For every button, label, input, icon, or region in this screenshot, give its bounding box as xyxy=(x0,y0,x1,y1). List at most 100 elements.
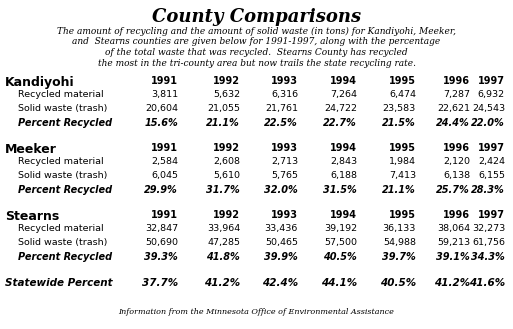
Text: 24.4%: 24.4% xyxy=(436,118,470,128)
Text: 23,583: 23,583 xyxy=(383,104,416,113)
Text: 6,045: 6,045 xyxy=(151,171,178,180)
Text: and  Stearns counties are given below for 1991-1997, along with the percentage: and Stearns counties are given below for… xyxy=(72,38,441,46)
Text: 41.2%: 41.2% xyxy=(204,278,240,288)
Text: 5,632: 5,632 xyxy=(213,90,240,99)
Text: 22.5%: 22.5% xyxy=(264,118,298,128)
Text: 6,155: 6,155 xyxy=(478,171,505,180)
Text: 2,120: 2,120 xyxy=(443,157,470,166)
Text: 20,604: 20,604 xyxy=(145,104,178,113)
Text: Recycled material: Recycled material xyxy=(18,157,104,166)
Text: 21.1%: 21.1% xyxy=(382,185,416,195)
Text: 22.7%: 22.7% xyxy=(323,118,357,128)
Text: 15.6%: 15.6% xyxy=(144,118,178,128)
Text: 7,287: 7,287 xyxy=(443,90,470,99)
Text: 33,964: 33,964 xyxy=(207,224,240,233)
Text: 1996: 1996 xyxy=(443,210,470,220)
Text: Recycled material: Recycled material xyxy=(18,224,104,233)
Text: 6,138: 6,138 xyxy=(443,171,470,180)
Text: 57,500: 57,500 xyxy=(324,238,357,247)
Text: 32,273: 32,273 xyxy=(472,224,505,233)
Text: 41.2%: 41.2% xyxy=(434,278,470,288)
Text: 1991: 1991 xyxy=(151,210,178,220)
Text: Kandiyohi: Kandiyohi xyxy=(5,76,74,89)
Text: 21,055: 21,055 xyxy=(207,104,240,113)
Text: 1993: 1993 xyxy=(271,143,298,153)
Text: Recycled material: Recycled material xyxy=(18,90,104,99)
Text: 1995: 1995 xyxy=(389,76,416,86)
Text: 1994: 1994 xyxy=(330,76,357,86)
Text: The amount of recycling and the amount of solid waste (in tons) for Kandiyohi, M: The amount of recycling and the amount o… xyxy=(57,27,456,36)
Text: 42.4%: 42.4% xyxy=(262,278,298,288)
Text: 47,285: 47,285 xyxy=(207,238,240,247)
Text: 1992: 1992 xyxy=(213,76,240,86)
Text: 37.7%: 37.7% xyxy=(142,278,178,288)
Text: 1995: 1995 xyxy=(389,210,416,220)
Text: 25.7%: 25.7% xyxy=(436,185,470,195)
Text: 41.8%: 41.8% xyxy=(206,252,240,262)
Text: 1992: 1992 xyxy=(213,210,240,220)
Text: 24,722: 24,722 xyxy=(324,104,357,113)
Text: 6,474: 6,474 xyxy=(389,90,416,99)
Text: Meeker: Meeker xyxy=(5,143,57,156)
Text: 39.9%: 39.9% xyxy=(264,252,298,262)
Text: 1993: 1993 xyxy=(271,210,298,220)
Text: Percent Recycled: Percent Recycled xyxy=(18,118,112,128)
Text: the most in the tri-county area but now trails the state recycling rate.: the most in the tri-county area but now … xyxy=(97,59,416,67)
Text: 1997: 1997 xyxy=(478,76,505,86)
Text: 2,424: 2,424 xyxy=(478,157,505,166)
Text: 39.3%: 39.3% xyxy=(144,252,178,262)
Text: 1992: 1992 xyxy=(213,143,240,153)
Text: 39.7%: 39.7% xyxy=(382,252,416,262)
Text: 50,465: 50,465 xyxy=(265,238,298,247)
Text: 29.9%: 29.9% xyxy=(144,185,178,195)
Text: Information from the Minnesota Office of Environmental Assistance: Information from the Minnesota Office of… xyxy=(119,308,394,316)
Text: 32.0%: 32.0% xyxy=(264,185,298,195)
Text: 54,988: 54,988 xyxy=(383,238,416,247)
Text: 33,436: 33,436 xyxy=(265,224,298,233)
Text: 32,847: 32,847 xyxy=(145,224,178,233)
Text: 2,843: 2,843 xyxy=(330,157,357,166)
Text: 1995: 1995 xyxy=(389,143,416,153)
Text: 31.5%: 31.5% xyxy=(323,185,357,195)
Text: 2,713: 2,713 xyxy=(271,157,298,166)
Text: 22,621: 22,621 xyxy=(437,104,470,113)
Text: 6,316: 6,316 xyxy=(271,90,298,99)
Text: 2,608: 2,608 xyxy=(213,157,240,166)
Text: County Comparisons: County Comparisons xyxy=(152,8,361,26)
Text: Solid waste (trash): Solid waste (trash) xyxy=(18,171,107,180)
Text: 6,188: 6,188 xyxy=(330,171,357,180)
Text: 1997: 1997 xyxy=(478,210,505,220)
Text: Percent Recycled: Percent Recycled xyxy=(18,185,112,195)
Text: 50,690: 50,690 xyxy=(145,238,178,247)
Text: 40.5%: 40.5% xyxy=(380,278,416,288)
Text: 6,932: 6,932 xyxy=(478,90,505,99)
Text: 36,133: 36,133 xyxy=(383,224,416,233)
Text: 7,413: 7,413 xyxy=(389,171,416,180)
Text: 1993: 1993 xyxy=(271,76,298,86)
Text: 2,584: 2,584 xyxy=(151,157,178,166)
Text: of the total waste that was recycled.  Stearns County has recycled: of the total waste that was recycled. St… xyxy=(105,48,408,57)
Text: 1994: 1994 xyxy=(330,143,357,153)
Text: 22.0%: 22.0% xyxy=(471,118,505,128)
Text: 21.5%: 21.5% xyxy=(382,118,416,128)
Text: 21.1%: 21.1% xyxy=(206,118,240,128)
Text: 24,543: 24,543 xyxy=(472,104,505,113)
Text: 40.5%: 40.5% xyxy=(323,252,357,262)
Text: 5,610: 5,610 xyxy=(213,171,240,180)
Text: 59,213: 59,213 xyxy=(437,238,470,247)
Text: 28.3%: 28.3% xyxy=(471,185,505,195)
Text: 44.1%: 44.1% xyxy=(321,278,357,288)
Text: 34.3%: 34.3% xyxy=(471,252,505,262)
Text: Statewide Percent: Statewide Percent xyxy=(5,278,113,288)
Text: 1996: 1996 xyxy=(443,143,470,153)
Text: 21,761: 21,761 xyxy=(265,104,298,113)
Text: Percent Recycled: Percent Recycled xyxy=(18,252,112,262)
Text: 1997: 1997 xyxy=(478,143,505,153)
Text: 38,064: 38,064 xyxy=(437,224,470,233)
Text: 7,264: 7,264 xyxy=(330,90,357,99)
Text: 41.6%: 41.6% xyxy=(469,278,505,288)
Text: 1991: 1991 xyxy=(151,76,178,86)
Text: 1,984: 1,984 xyxy=(389,157,416,166)
Text: 3,811: 3,811 xyxy=(151,90,178,99)
Text: 61,756: 61,756 xyxy=(472,238,505,247)
